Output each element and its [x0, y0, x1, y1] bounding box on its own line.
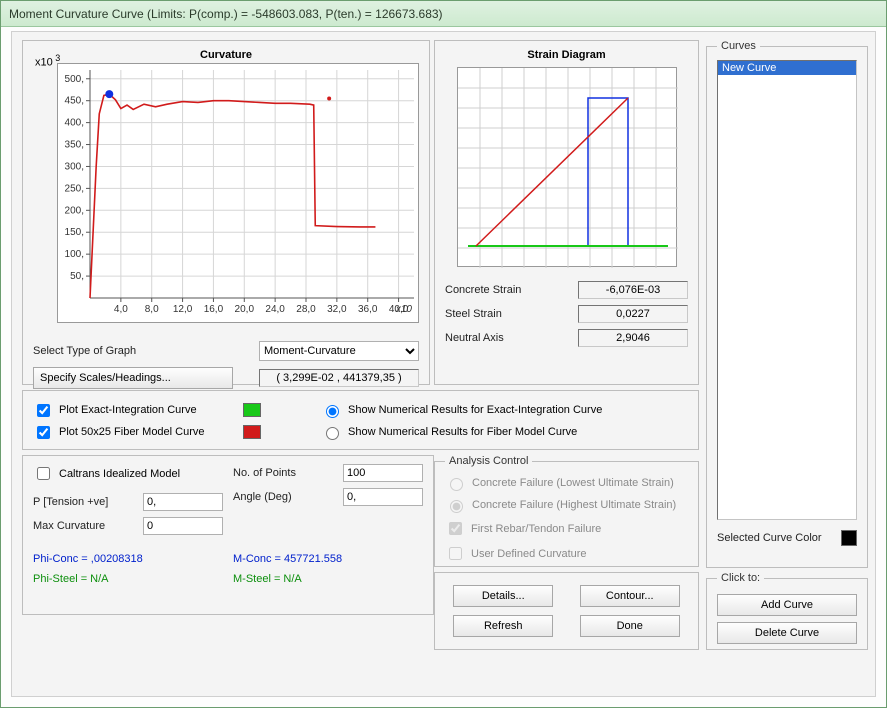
svg-text:300,: 300,: [65, 161, 84, 172]
titlebar: Moment Curvature Curve (Limits: P(comp.)…: [1, 1, 886, 27]
selected-color-label: Selected Curve Color: [717, 532, 822, 544]
m-steel-value: M-Steel = N/A: [233, 573, 423, 585]
svg-text:50,: 50,: [70, 271, 84, 282]
svg-text:20,0: 20,0: [235, 304, 255, 315]
radio-concrete-high: Concrete Failure (Highest Ultimate Strai…: [445, 497, 688, 513]
svg-text:x10: x10: [395, 304, 413, 315]
analysis-control-legend: Analysis Control: [445, 455, 532, 467]
cursor-readout: ( 3,299E-02 , 441379,35 ): [259, 369, 419, 387]
svg-text:4,0: 4,0: [114, 304, 128, 315]
max-curvature-input[interactable]: [143, 517, 223, 535]
click-to-legend: Click to:: [717, 572, 764, 584]
strain-title: Strain Diagram: [445, 49, 688, 61]
graph-type-select[interactable]: Moment-Curvature: [259, 341, 419, 361]
phi-steel-value: Phi-Steel = N/A: [33, 573, 233, 585]
angle-input[interactable]: [343, 488, 423, 506]
click-to-group: Click to: Add Curve Delete Curve: [706, 572, 868, 650]
svg-text:200,: 200,: [65, 205, 84, 216]
strain-group: Strain Diagram Concrete Strain -6,076E-03…: [434, 40, 699, 385]
svg-text:100,: 100,: [65, 249, 84, 260]
curves-listbox[interactable]: New Curve: [717, 60, 857, 520]
svg-text:12,0: 12,0: [173, 304, 193, 315]
svg-text:250,: 250,: [65, 183, 84, 194]
p-tension-input[interactable]: [143, 493, 223, 511]
window-title: Moment Curvature Curve (Limits: P(comp.)…: [9, 7, 443, 21]
angle-label: Angle (Deg): [233, 491, 292, 503]
done-button[interactable]: Done: [580, 615, 680, 637]
svg-text:32,0: 32,0: [327, 304, 347, 315]
svg-text:150,: 150,: [65, 227, 84, 238]
strain-row-label: Concrete Strain: [445, 284, 521, 296]
svg-text:28,0: 28,0: [296, 304, 316, 315]
phi-conc-value: Phi-Conc = ,00208318: [33, 553, 233, 565]
radio-exact-results[interactable]: Show Numerical Results for Exact-Integra…: [321, 402, 602, 418]
contour-button[interactable]: Contour...: [580, 585, 680, 607]
m-conc-value: M-Conc = 457721.558: [233, 553, 423, 565]
curves-legend: Curves: [717, 40, 760, 52]
max-curvature-label: Max Curvature: [33, 520, 105, 532]
radio-concrete-low: Concrete Failure (Lowest Ultimate Strain…: [445, 475, 688, 491]
strain-row-label: Neutral Axis: [445, 332, 504, 344]
strain-row-value: 2,9046: [578, 329, 688, 347]
radio-fiber-results[interactable]: Show Numerical Results for Fiber Model C…: [321, 424, 577, 440]
chk-rebar-failure: First Rebar/Tendon Failure: [445, 519, 688, 538]
action-buttons-group: Details... Contour... Refresh Done: [434, 572, 699, 650]
svg-text:36,0: 36,0: [358, 304, 378, 315]
plot-fiber-checkbox[interactable]: Plot 50x25 Fiber Model Curve: [33, 423, 243, 442]
caltrans-checkbox[interactable]: Caltrans Idealized Model: [33, 464, 180, 483]
strain-svg: [458, 68, 678, 268]
svg-text:400,: 400,: [65, 118, 84, 129]
client-area: Curvature x10 3 4,08,012,016,020,024,028…: [11, 31, 876, 697]
plot-exact-checkbox[interactable]: Plot Exact-Integration Curve: [33, 401, 243, 420]
curves-group: Curves New Curve Selected Curve Color: [706, 40, 868, 568]
specify-scales-button[interactable]: Specify Scales/Headings...: [33, 367, 233, 389]
curves-list-item[interactable]: New Curve: [718, 61, 856, 75]
delete-curve-button[interactable]: Delete Curve: [717, 622, 857, 644]
strain-row-value: -6,076E-03: [578, 281, 688, 299]
details-button[interactable]: Details...: [453, 585, 553, 607]
curvature-group: Curvature x10 3 4,08,012,016,020,024,028…: [22, 40, 430, 385]
svg-text:500,: 500,: [65, 74, 84, 85]
dialog-window: Moment Curvature Curve (Limits: P(comp.)…: [0, 0, 887, 708]
params-group: Caltrans Idealized Model P [Tension +ve]…: [22, 455, 434, 615]
exact-color-swatch: [243, 403, 261, 417]
moment-chart: 4,08,012,016,020,024,028,032,036,040,050…: [57, 63, 419, 323]
chk-user-curvature: User Defined Curvature: [445, 544, 688, 563]
moment-chart-svg: 4,08,012,016,020,024,028,032,036,040,050…: [58, 64, 420, 324]
svg-text:16,0: 16,0: [204, 304, 224, 315]
graph-type-label: Select Type of Graph: [33, 345, 136, 357]
strain-row-value: 0,0227: [578, 305, 688, 323]
refresh-button[interactable]: Refresh: [453, 615, 553, 637]
svg-text:450,: 450,: [65, 96, 84, 107]
svg-text:8,0: 8,0: [145, 304, 159, 315]
svg-text:350,: 350,: [65, 140, 84, 151]
curvature-title: Curvature: [33, 49, 419, 61]
analysis-control-group: Analysis Control Concrete Failure (Lowes…: [434, 455, 699, 567]
strain-row-label: Steel Strain: [445, 308, 502, 320]
strain-diagram: [457, 67, 677, 267]
svg-text:24,0: 24,0: [265, 304, 285, 315]
no-points-input[interactable]: [343, 464, 423, 482]
no-points-label: No. of Points: [233, 467, 296, 479]
add-curve-button[interactable]: Add Curve: [717, 594, 857, 616]
p-tension-label: P [Tension +ve]: [33, 496, 108, 508]
selected-color-swatch[interactable]: [841, 530, 857, 546]
plot-options-group: Plot Exact-Integration Curve Show Numeri…: [22, 390, 699, 450]
fiber-color-swatch: [243, 425, 261, 439]
